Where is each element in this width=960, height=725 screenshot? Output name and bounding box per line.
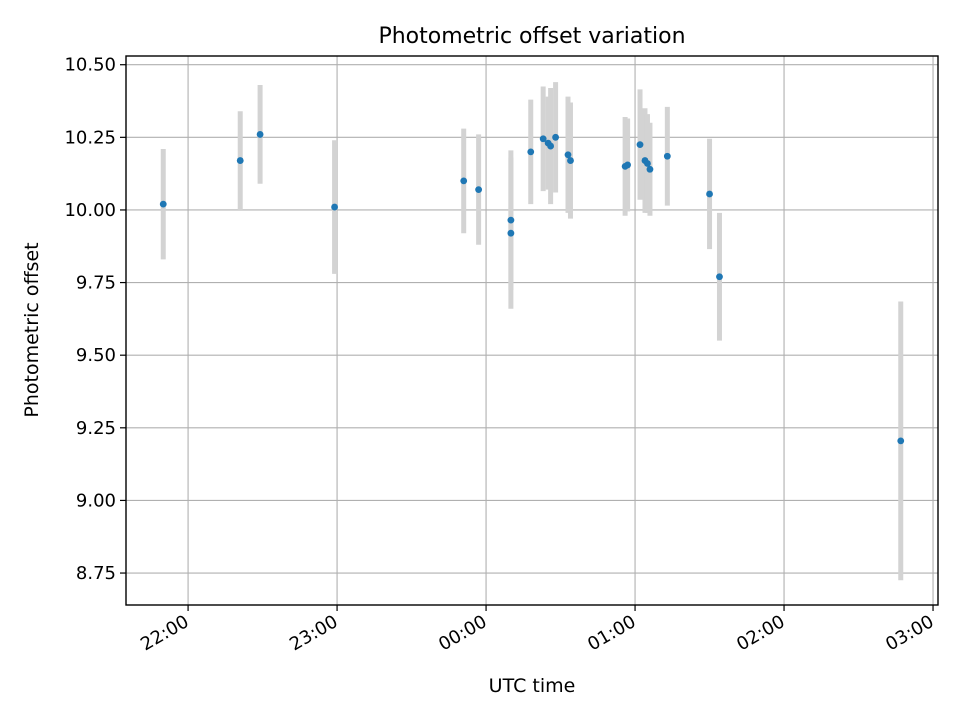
y-tick-label: 10.25: [64, 127, 116, 148]
data-point: [663, 152, 671, 160]
y-tick-label: 9.50: [76, 345, 116, 366]
data-point: [236, 157, 244, 164]
data-point: [897, 437, 905, 445]
data-point: [507, 229, 515, 237]
data-point: [552, 133, 559, 141]
data-point: [527, 148, 535, 156]
data-point: [331, 203, 338, 211]
y-tick-label: 9.75: [76, 273, 116, 294]
y-tick-label: 9.00: [76, 490, 116, 511]
data-point: [636, 141, 644, 148]
y-tick-label: 8.75: [76, 563, 116, 584]
y-axis-label: Photometric offset: [21, 242, 43, 417]
plot-frame: [125, 55, 939, 606]
data-point: [567, 157, 574, 164]
data-point: [644, 160, 651, 167]
data-point: [539, 135, 547, 143]
data-point: [475, 186, 483, 194]
data-point: [256, 131, 264, 138]
x-axis-label: UTC time: [489, 675, 576, 697]
chart-title: Photometric offset variation: [378, 24, 685, 49]
data-point: [646, 165, 654, 173]
data-point: [564, 151, 572, 159]
y-tick-label: 10.00: [64, 200, 116, 221]
data-point: [716, 273, 723, 281]
data-point: [159, 200, 167, 208]
y-tick-label: 10.50: [64, 55, 116, 76]
data-point: [507, 216, 515, 224]
data-point: [460, 177, 468, 185]
data-point: [547, 142, 555, 150]
data-point: [624, 161, 632, 169]
point-layer: [159, 131, 905, 445]
y-tick-label: 9.25: [76, 418, 116, 439]
data-point: [706, 190, 713, 198]
